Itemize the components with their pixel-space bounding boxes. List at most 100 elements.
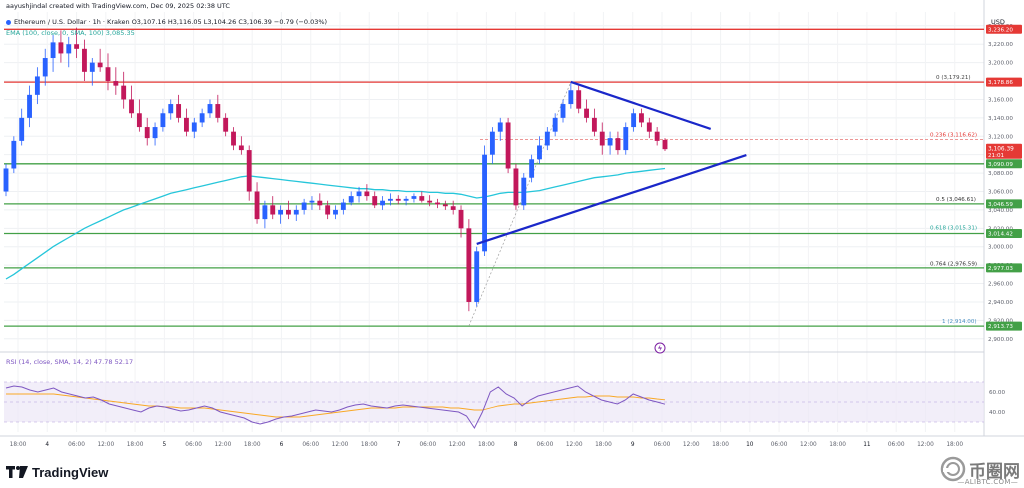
candle-body[interactable] [568,90,574,105]
candle-body[interactable] [340,202,346,210]
candle-body[interactable] [199,113,205,123]
candle-body[interactable] [74,44,80,49]
candle-body[interactable] [560,104,566,118]
price-tag-support[interactable] [986,228,1022,238]
candle-body[interactable] [403,198,409,201]
candle-body[interactable] [129,99,134,114]
candle-body[interactable] [136,113,142,128]
candle-body[interactable] [380,200,386,206]
candle-body[interactable] [152,127,158,139]
candle-body[interactable] [458,209,464,229]
candle-body[interactable] [497,122,503,132]
candle-body[interactable] [348,196,354,203]
candle-body[interactable] [82,48,87,72]
candle-body[interactable] [58,42,64,54]
ema-100-line[interactable] [5,167,666,280]
price-tag-support[interactable] [986,263,1022,273]
candle-body[interactable] [317,200,323,206]
candle-body[interactable] [646,122,652,132]
price-tag-support[interactable] [986,199,1022,209]
candle-body[interactable] [639,113,644,123]
candle-body[interactable] [654,131,660,141]
candle-body[interactable] [450,206,456,210]
candle-body[interactable] [309,200,315,203]
price-tag-support[interactable] [986,159,1022,169]
candle-body[interactable] [238,145,244,151]
candle-body[interactable] [50,42,56,59]
candle-body[interactable] [113,81,119,86]
candle-body[interactable] [419,196,425,201]
candle-body[interactable] [34,76,40,95]
candle-body[interactable] [427,200,433,203]
candle-body[interactable] [105,67,111,82]
candle-body[interactable] [184,117,189,132]
candle-body[interactable] [191,122,197,132]
candle-body[interactable] [356,191,362,197]
candle-body[interactable] [207,104,213,114]
candle-body[interactable] [474,251,480,302]
candle-body[interactable] [442,204,448,207]
candle-body[interactable] [231,131,236,146]
candle-body[interactable] [97,62,103,68]
candle-body[interactable] [27,94,32,118]
candle-body[interactable] [631,113,637,128]
candle-body[interactable] [584,108,589,118]
candle-body[interactable] [521,177,527,206]
candle-body[interactable] [529,159,535,178]
candle-body[interactable] [411,196,417,199]
candle-body[interactable] [544,131,550,146]
candle-body[interactable] [662,139,668,150]
candle-body[interactable] [66,44,72,54]
candle-body[interactable] [270,205,276,215]
candle-body[interactable] [19,117,25,141]
candle-body[interactable] [372,196,378,206]
candle-body[interactable] [3,168,9,192]
trendline-lower[interactable] [476,154,747,246]
candle-body[interactable] [395,198,401,201]
trendline-upper[interactable] [570,80,712,130]
candle-body[interactable] [293,209,299,215]
candle-body[interactable] [168,104,174,114]
candle-body[interactable] [607,138,613,146]
candle-body[interactable] [599,131,605,146]
candle-body[interactable] [89,62,95,72]
candle-body[interactable] [623,127,629,151]
candle-body[interactable] [262,205,268,220]
candle-body[interactable] [144,127,150,139]
ema-legend[interactable]: EMA (100, close, 0, SMA, 100) 3,085.35 [6,29,135,37]
candle-body[interactable] [333,209,338,215]
candle-body[interactable] [42,58,48,77]
current-price-tag[interactable] [986,143,1022,159]
candle-body[interactable] [285,209,291,215]
candle-body[interactable] [254,191,260,220]
candle-body[interactable] [591,117,597,132]
candle-body[interactable] [576,90,582,109]
price-tag-support[interactable] [986,321,1022,331]
candle-body[interactable] [278,209,284,215]
candle-body[interactable] [160,113,166,128]
candle-body[interactable] [176,104,182,118]
candle-body[interactable] [435,202,440,205]
candle-body[interactable] [246,150,252,192]
candle-body[interactable] [513,168,519,206]
candle-body[interactable] [301,202,307,210]
candle-body[interactable] [223,117,229,132]
candle-body[interactable] [121,85,127,100]
candle-body[interactable] [325,205,331,215]
candle-body[interactable] [466,228,472,302]
candle-body[interactable] [364,191,370,197]
candle-body[interactable] [552,117,558,132]
candle-body[interactable] [537,145,542,160]
candle-body[interactable] [489,131,495,155]
candle-body[interactable] [505,122,511,169]
price-tag-resistance[interactable] [986,24,1022,34]
candle-body[interactable] [482,154,487,252]
rsi-legend[interactable]: RSI (14, close, SMA, 14, 2) 47.78 52.17 [6,358,134,366]
tradingview-logo[interactable]: TradingView [6,464,108,480]
candle-body[interactable] [615,138,621,151]
candle-body[interactable] [387,198,393,201]
rsi-line[interactable] [5,385,666,429]
price-tag-resistance[interactable] [986,77,1022,87]
candle-body[interactable] [215,104,221,118]
candle-body[interactable] [11,140,17,169]
